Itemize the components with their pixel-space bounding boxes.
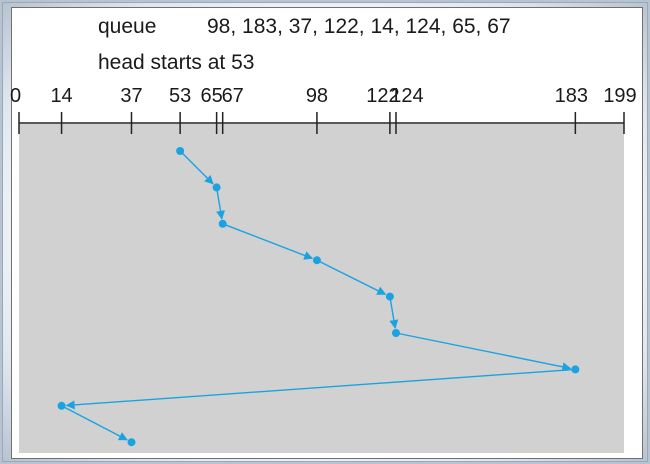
seek-segment-53-to-65 <box>179 150 214 185</box>
seek-segment-14-to-37 <box>61 405 128 441</box>
tick-label-53: 53 <box>169 85 191 107</box>
request-point-183 <box>571 365 580 374</box>
tick-label-14: 14 <box>50 85 72 107</box>
plot-area <box>19 124 624 453</box>
tick-label-199: 199 <box>603 85 636 107</box>
tick-label-0: 0 <box>10 85 21 107</box>
queue-values: 98, 183, 37, 122, 14, 124, 65, 67 <box>207 15 511 38</box>
tick-label-183: 183 <box>555 85 588 107</box>
request-points <box>57 147 580 447</box>
request-point-53 <box>176 147 185 155</box>
request-point-65 <box>212 183 221 192</box>
tick-label-122: 122 <box>366 85 399 107</box>
queue-label: queue <box>98 15 157 38</box>
seek-segment-183-to-14 <box>65 368 576 410</box>
seek-segment-67-to-98 <box>222 223 314 260</box>
head-start-label: head starts at 53 <box>98 51 255 74</box>
request-point-124 <box>391 329 400 337</box>
seek-segment-98-to-122 <box>316 259 387 295</box>
request-point-122 <box>385 292 394 301</box>
request-point-14 <box>57 401 66 410</box>
tick-label-67: 67 <box>222 85 244 107</box>
tick-label-65: 65 <box>200 85 222 107</box>
seek-segment-65-to-67 <box>215 187 225 220</box>
request-point-67 <box>218 219 227 228</box>
seek-segment-124-to-183 <box>395 332 572 372</box>
seek-segment-122-to-124 <box>389 296 399 329</box>
tick-label-98: 98 <box>306 85 328 107</box>
tick-label-124: 124 <box>390 85 423 107</box>
tick-label-37: 37 <box>120 85 142 107</box>
axis-ticks <box>18 112 625 134</box>
request-point-37 <box>127 438 136 447</box>
request-point-98 <box>312 256 321 265</box>
head-path <box>61 150 576 441</box>
